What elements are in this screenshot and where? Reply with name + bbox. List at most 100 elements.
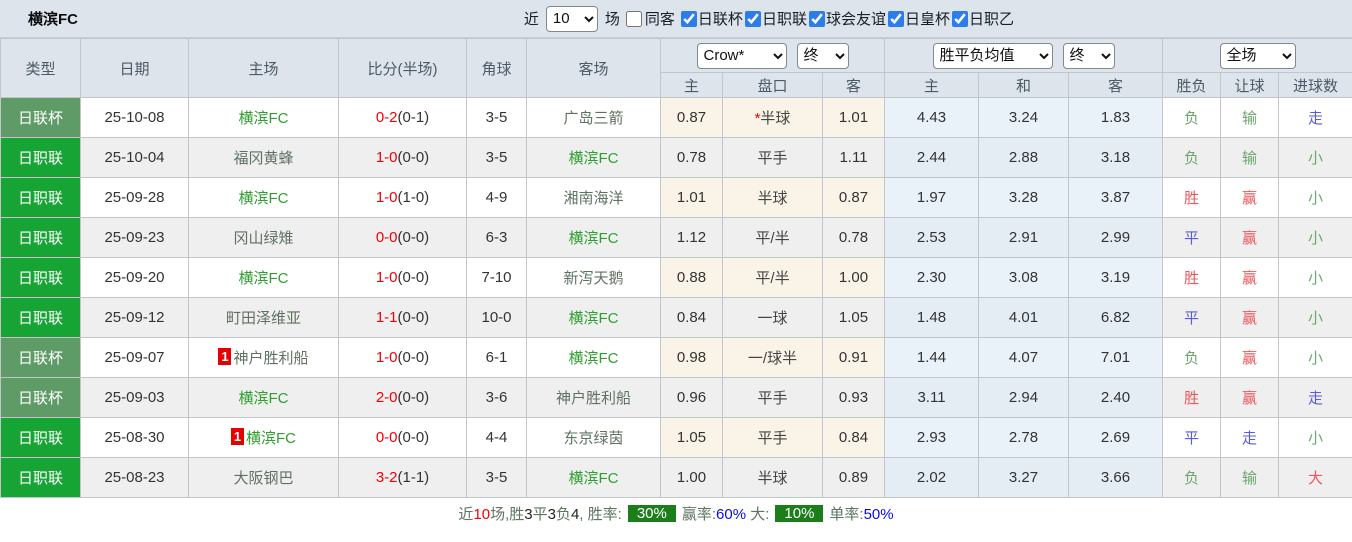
home-team-name: 横滨FC [238, 270, 289, 287]
handicap-line: 平手 [757, 390, 788, 407]
away-team-cell: 横滨FC [526, 217, 661, 258]
away-team-name: 神户胜利船 [555, 390, 631, 407]
score-cell: 2-0(0-0) [338, 377, 467, 418]
odds-type-select[interactable]: 胜平负均值 [932, 42, 1053, 69]
home-team-cell: 横滨FC [188, 257, 339, 298]
away-team-cell: 横滨FC [526, 137, 661, 178]
summary-segment: 平 [532, 506, 548, 523]
summary-segment: , 胜率: [579, 506, 622, 523]
eu-draw-odds-cell: 4.01 [978, 297, 1069, 338]
score-cell: 3-2(1-1) [338, 457, 467, 498]
eu-away-odds-cell: 1.83 [1068, 97, 1163, 138]
home-team-name: 冈山绿雉 [233, 230, 294, 247]
score-cell: 1-0(0-0) [338, 137, 467, 178]
goals-result-cell: 小 [1277, 337, 1352, 378]
j2-checkbox[interactable] [951, 10, 968, 27]
filter-item-league-cup: 日联杯 [679, 8, 743, 29]
filter-item-j2: 日职乙 [950, 8, 1014, 29]
handicap-line-cell: 平手 [722, 137, 823, 178]
league-cup-checkbox[interactable] [680, 10, 697, 27]
fulltime-score: 2-0 [375, 389, 398, 406]
away-team-cell: 东京绿茵 [526, 417, 661, 458]
result-group-header: 全场 [1161, 38, 1352, 73]
same-venue-checkbox[interactable] [625, 10, 642, 27]
match-row: 日联杯 25-09-03 横滨FC 2-0(0-0) 3-6 神户胜利船 0.9… [0, 377, 1352, 418]
matches-count-select[interactable]: 10 [545, 5, 598, 32]
goals-result-cell: 走 [1277, 377, 1352, 418]
away-team-name: 横滨FC [568, 230, 619, 247]
ah-home-odds-cell: 0.84 [660, 297, 723, 338]
summary-segment: 3 [524, 506, 533, 523]
eu-away-odds-cell: 6.82 [1068, 297, 1163, 338]
ah-away-odds-cell: 1.00 [822, 257, 885, 298]
home-team-cell: 横滨FC [188, 377, 339, 418]
eu-home-odds-cell: 2.53 [884, 217, 979, 258]
eu-draw-odds-cell: 4.07 [978, 337, 1069, 378]
ah-away-odds-cell: 0.87 [822, 177, 885, 218]
match-row: 日职联 25-08-23 大阪钢巴 3-2(1-1) 3-5 横滨FC 1.00… [0, 457, 1352, 498]
wdl-result-cell: 负 [1162, 97, 1221, 138]
friendly-checkbox[interactable] [808, 10, 825, 27]
match-type-cell: 日联杯 [0, 377, 81, 418]
eu-draw-odds-cell: 3.28 [978, 177, 1069, 218]
ah-home-odds-cell: 0.87 [660, 97, 723, 138]
rank-badge: 1 [218, 348, 232, 365]
ah-home-odds-cell: 1.01 [660, 177, 723, 218]
handicap-result-cell: 输 [1220, 97, 1279, 138]
wdl-result-cell: 平 [1162, 217, 1221, 258]
scope-select[interactable]: 全场 [1219, 42, 1296, 69]
odds-stage-select[interactable]: 终 [1062, 42, 1115, 69]
goals-result-cell: 大 [1277, 457, 1352, 498]
corner-cell: 6-3 [466, 217, 527, 258]
bookmaker-stage-select[interactable]: 终 [796, 42, 849, 69]
match-date-cell: 25-10-08 [80, 97, 189, 138]
eu-home-odds-cell: 1.44 [884, 337, 979, 378]
eu-home-odds-cell: 2.02 [884, 457, 979, 498]
match-row: 日职联 25-09-23 冈山绿雉 0-0(0-0) 6-3 横滨FC 1.12… [0, 217, 1352, 258]
home-team-cell: 町田泽维亚 [188, 297, 339, 338]
corner-cell: 10-0 [466, 297, 527, 338]
eu-home-odds-cell: 1.97 [884, 177, 979, 218]
corner-cell: 3-5 [466, 97, 527, 138]
eu-draw-odds-cell: 2.78 [978, 417, 1069, 458]
eu-away-odds-cell: 3.19 [1068, 257, 1163, 298]
handicap-group-header: Crow* 终 [660, 38, 885, 73]
halftime-score: (0-0) [397, 349, 430, 366]
away-team-name: 新泻天鹅 [563, 270, 624, 287]
match-type-cell: 日职联 [0, 257, 81, 298]
away-team-cell: 横滨FC [526, 457, 661, 498]
goals-result-cell: 小 [1277, 417, 1352, 458]
emperor-cup-label: 日皇杯 [904, 11, 950, 28]
summary-segment: 3 [547, 506, 556, 523]
summary-segment: 30% [627, 505, 676, 522]
halftime-score: (0-0) [397, 229, 430, 246]
fulltime-score: 1-0 [375, 149, 398, 166]
home-team-name: 大阪钢巴 [233, 470, 294, 487]
emperor-cup-checkbox[interactable] [887, 10, 904, 27]
j1-checkbox[interactable] [744, 10, 761, 27]
home-team-name: 横滨FC [238, 390, 289, 407]
match-date-cell: 25-09-23 [80, 217, 189, 258]
bookmaker-select[interactable]: Crow* [696, 42, 787, 69]
matches-tbody: 日联杯 25-10-08 横滨FC 0-2(0-1) 3-5 广岛三箭 0.87… [0, 97, 1352, 498]
sub-header-goals: 进球数 [1277, 72, 1352, 98]
eu-home-odds-cell: 4.43 [884, 97, 979, 138]
ah-home-odds-cell: 1.12 [660, 217, 723, 258]
home-team-cell: 冈山绿雉 [188, 217, 339, 258]
ah-home-odds-cell: 0.96 [660, 377, 723, 418]
eu-draw-odds-cell: 3.08 [978, 257, 1069, 298]
halftime-score: (1-1) [397, 469, 430, 486]
handicap-result-cell: 赢 [1220, 337, 1279, 378]
ah-away-odds-cell: 1.11 [822, 137, 885, 178]
away-team-name: 湘南海洋 [563, 190, 624, 207]
match-date-cell: 25-09-20 [80, 257, 189, 298]
goals-result-cell: 小 [1277, 137, 1352, 178]
matches-table: 类型 日期 主场 比分(半场) 角球 客场 Crow* 终 胜 [0, 38, 1352, 498]
match-type-cell: 日职联 [0, 177, 81, 218]
match-row: 日联杯 25-10-08 横滨FC 0-2(0-1) 3-5 广岛三箭 0.87… [0, 97, 1352, 138]
summary-segment: 4 [570, 506, 580, 523]
handicap-line-cell: 平/半 [722, 217, 823, 258]
wdl-result-cell: 胜 [1162, 257, 1221, 298]
handicap-line-cell: 半球 [722, 177, 823, 218]
ah-home-odds-cell: 0.78 [660, 137, 723, 178]
